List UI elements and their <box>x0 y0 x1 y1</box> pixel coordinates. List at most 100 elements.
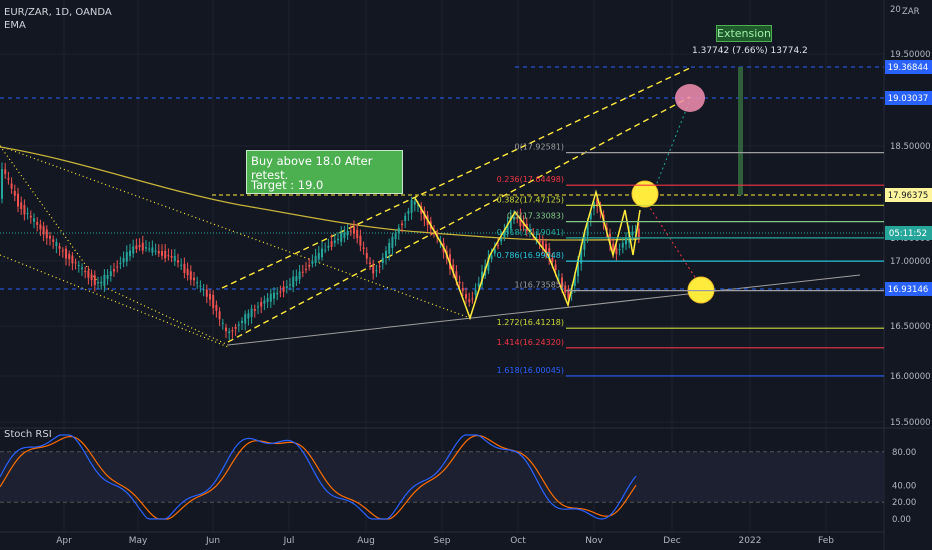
fib-label: 1(16.73585) <box>514 281 564 290</box>
candle-body <box>369 262 371 264</box>
candle-body <box>132 246 135 254</box>
fib-label: 0.382(17.47125) <box>497 195 564 204</box>
stoch-rsi-title[interactable]: Stoch RSI <box>4 429 52 440</box>
candle-body <box>55 242 58 247</box>
candle-body <box>493 249 496 254</box>
price-tag-bg <box>885 188 932 202</box>
extension-label[interactable]: Extension <box>716 25 772 42</box>
fib-label: 0.5(17.33083) <box>507 212 564 221</box>
target-circle-pink <box>675 84 705 112</box>
rsi-tick: 0.00 <box>892 515 911 525</box>
candle-body <box>580 245 583 264</box>
candle-body <box>567 288 570 299</box>
candle-body <box>577 259 579 277</box>
candle-body <box>234 326 237 329</box>
candle-body <box>1 169 3 199</box>
candle-body <box>231 330 234 332</box>
fib-label: 0.618(17.19041) <box>497 228 564 237</box>
candle-body <box>554 264 557 270</box>
candle-body <box>465 294 467 299</box>
candle-body <box>106 274 109 280</box>
price-tick-top: 20 <box>890 5 901 15</box>
candle-body <box>404 215 407 221</box>
candle-body <box>519 215 522 227</box>
candle-body <box>157 251 160 254</box>
candle-body <box>397 227 400 233</box>
candle-body <box>199 285 202 287</box>
candle-body <box>564 285 567 293</box>
price-tick: 15.50000 <box>890 418 931 428</box>
candle-body <box>4 169 7 174</box>
candle-body <box>122 258 125 263</box>
candle-body <box>10 183 13 189</box>
candle-body <box>74 262 77 264</box>
candle-body <box>282 286 285 292</box>
candle-body <box>116 266 119 268</box>
time-tick: Jul <box>283 536 295 546</box>
target-circle-yellow-top <box>631 180 659 208</box>
candle-body <box>68 253 71 260</box>
candle-body <box>237 324 240 326</box>
candle-body <box>164 250 167 259</box>
drawing-overlays-front <box>414 84 715 321</box>
candle-body <box>375 270 378 272</box>
price-tick: 17.00000 <box>890 257 931 267</box>
candle-body <box>298 271 301 280</box>
buy-annotation-box[interactable]: Buy above 18.0 After retest. Target : 19… <box>246 150 403 194</box>
candle-body <box>29 215 32 218</box>
candle-body <box>385 250 387 258</box>
candle-body <box>327 245 330 248</box>
symbol-title[interactable]: EUR/ZAR, 1D, OANDA <box>4 7 112 18</box>
candle-body <box>167 255 170 257</box>
ema-indicator-label[interactable]: EMA <box>4 20 26 31</box>
candle-body <box>538 238 541 244</box>
candle-body <box>612 243 615 252</box>
candle-body <box>583 234 586 250</box>
candle-body <box>330 241 333 247</box>
candle-body <box>359 235 362 246</box>
candle-body <box>333 240 336 244</box>
candle-body <box>212 294 215 308</box>
channel-upper <box>221 67 691 289</box>
candle-body <box>305 268 307 270</box>
candle-body <box>634 231 637 233</box>
candle-body <box>618 249 621 251</box>
candle-body <box>215 304 218 311</box>
candle-body <box>551 258 554 262</box>
candle-body <box>269 293 272 302</box>
time-tick: Apr <box>56 536 72 546</box>
candle-body <box>340 232 343 242</box>
candle-body <box>346 230 349 236</box>
candle-body <box>509 216 512 229</box>
candle-body <box>45 229 48 239</box>
candle-body <box>365 253 368 259</box>
candle-body <box>97 282 99 284</box>
candle-body <box>474 289 477 295</box>
candle-body <box>391 236 394 248</box>
candle-body <box>407 210 410 214</box>
zigzag-pattern <box>414 189 641 321</box>
candle-body <box>266 298 269 302</box>
candle-body <box>65 248 67 259</box>
candle-body <box>321 248 323 258</box>
candle-body <box>103 274 106 286</box>
rsi-band <box>0 451 884 503</box>
candle-body <box>109 271 112 277</box>
candle-body <box>81 267 83 270</box>
candle-body <box>356 229 359 239</box>
candle-body <box>125 251 128 262</box>
candle-body <box>209 293 211 300</box>
candle-body <box>250 308 253 317</box>
price-tag-text: 19.36844 <box>888 63 929 73</box>
candle-body <box>609 233 611 245</box>
candle-body <box>589 212 592 220</box>
candle-body <box>605 227 608 231</box>
candle-body <box>349 230 352 232</box>
candle-body <box>487 256 490 271</box>
candle-body <box>596 198 599 207</box>
candle-body <box>292 276 295 288</box>
candle-body <box>586 221 589 236</box>
candle-body <box>148 248 151 250</box>
time-tick: Feb <box>818 536 834 546</box>
